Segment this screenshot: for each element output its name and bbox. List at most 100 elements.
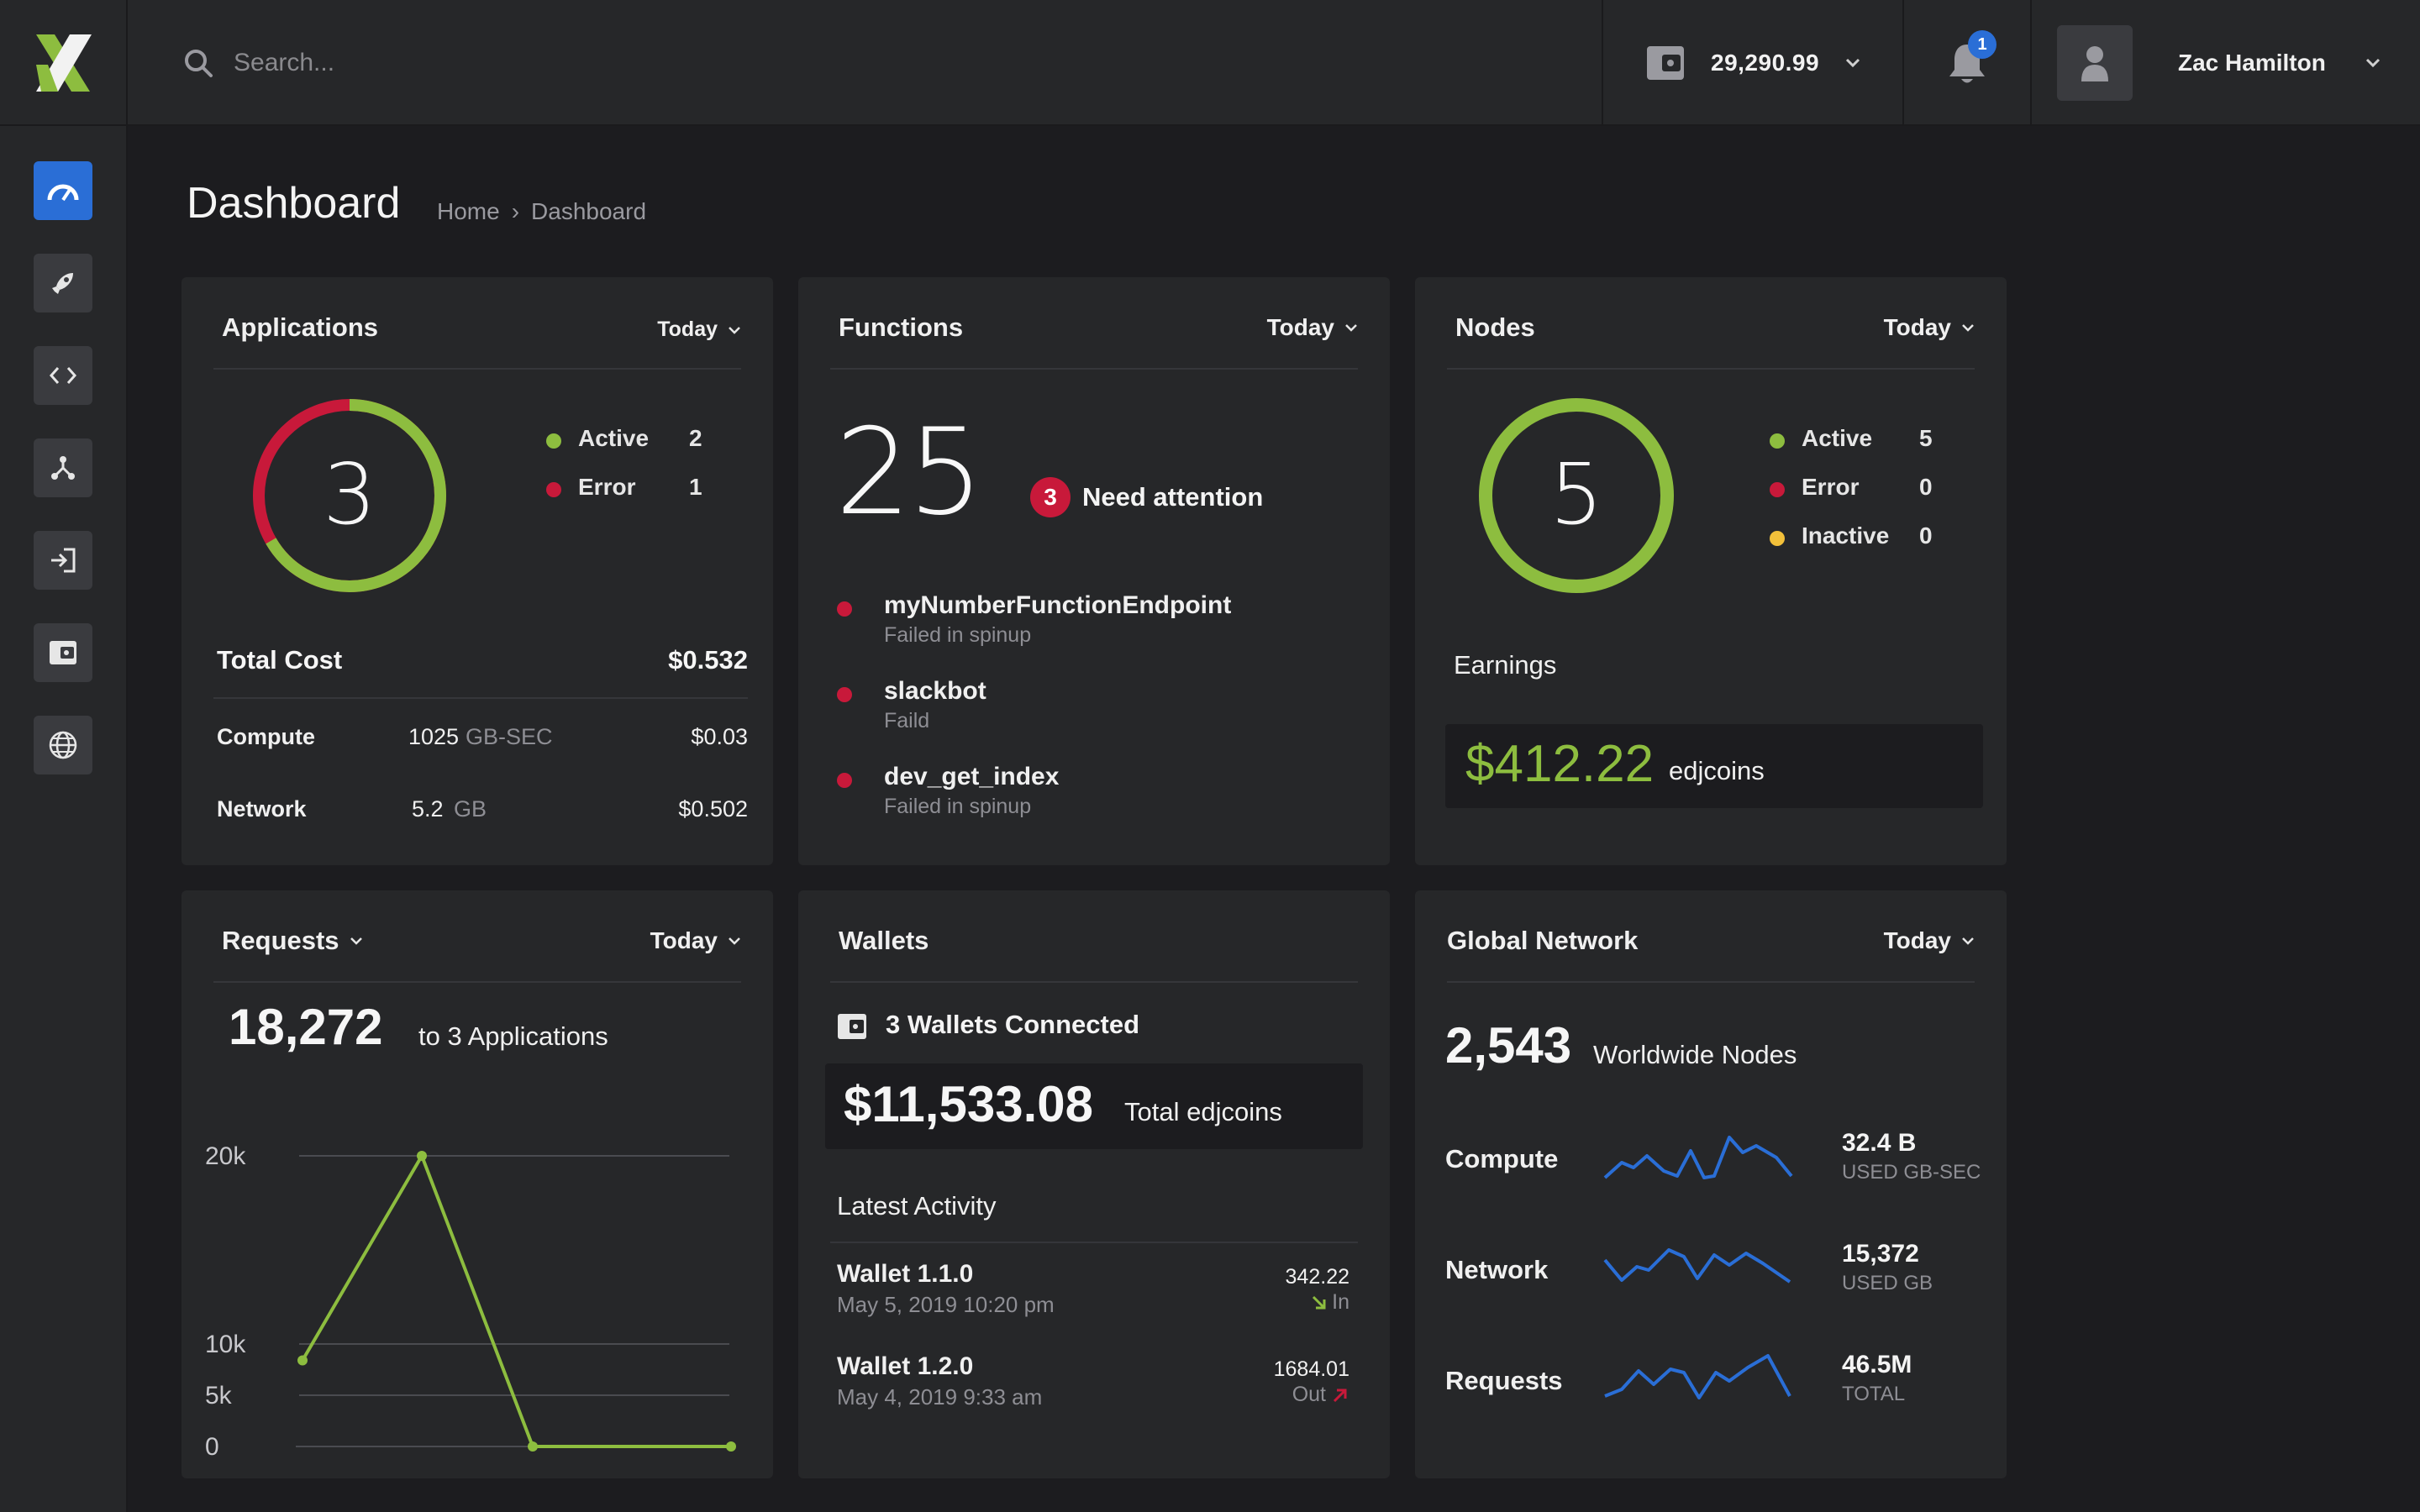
card-title: Nodes: [1455, 312, 1535, 342]
functions-filter-dropdown[interactable]: Today: [1267, 314, 1358, 341]
earnings-value: $412.22: [1465, 735, 1655, 793]
network-row-unit: USED GB-SEC: [1842, 1161, 1981, 1184]
legend-dot-error: [546, 482, 561, 497]
activity-row[interactable]: Wallet 1.1.0 May 5, 2019 10:20 pm 342.22…: [837, 1260, 1349, 1327]
network-row-unit: USED GB: [1842, 1272, 1933, 1294]
nodes-filter-dropdown[interactable]: Today: [1884, 314, 1975, 341]
applications-total: 3: [323, 445, 376, 543]
activity-direction-label: Out: [1292, 1383, 1326, 1406]
legend-error: Error 1: [546, 474, 748, 507]
cost-value: $0.502: [678, 796, 748, 822]
divider: [213, 981, 741, 983]
network-row-label: Requests: [1445, 1366, 1563, 1395]
nodes-donut-chart: [1479, 398, 1674, 593]
filter-label: Today: [650, 927, 718, 953]
card-title: Wallets: [839, 926, 929, 955]
legend-label: Error: [578, 474, 636, 500]
rocket-icon: [52, 273, 73, 294]
legend-label: Active: [1802, 425, 1873, 451]
donut-segment-active: [253, 399, 446, 592]
network-row-value: 15,372: [1842, 1240, 1919, 1268]
wallet-balance-dropdown[interactable]: 29,290.99: [1602, 0, 1904, 126]
earnings-label: Earnings: [1454, 650, 1557, 680]
function-status: Failed in spinup: [884, 623, 1032, 647]
search-icon: [185, 50, 213, 77]
divider: [213, 368, 741, 370]
legend-value: 0: [1919, 522, 1933, 549]
user-menu[interactable]: Zac Hamilton: [2032, 0, 2420, 126]
global-network-filter-dropdown[interactable]: Today: [1884, 927, 1975, 954]
applications-card: Applications Today 3 Active 2 Error 1 To…: [182, 277, 773, 865]
sidebar-item-deploy[interactable]: [34, 254, 92, 312]
legend-dot-active: [546, 433, 561, 449]
attention-badge: 3: [1030, 477, 1071, 517]
filter-label: Today: [1883, 927, 1951, 953]
breadcrumb-home[interactable]: Home: [437, 198, 500, 224]
breadcrumb-current: Dashboard: [531, 198, 647, 224]
activity-row[interactable]: Wallet 1.2.0 May 4, 2019 9:33 am 1684.01…: [837, 1352, 1349, 1420]
chevron-down-icon: [1962, 937, 1974, 945]
global-network-subtitle: Worldwide Nodes: [1593, 1040, 1797, 1069]
earnings-panel: $412.22 edjcoins: [1445, 724, 1983, 808]
applications-filter-dropdown[interactable]: Today: [657, 318, 741, 342]
function-name: slackbot: [884, 677, 986, 705]
latest-activity-label: Latest Activity: [837, 1191, 997, 1221]
divider: [830, 1242, 1358, 1243]
sidebar-item-nodes[interactable]: [34, 438, 92, 497]
search-bar: [183, 44, 822, 82]
network-row-label: Network: [1445, 1255, 1549, 1284]
card-title: Global Network: [1447, 926, 1639, 955]
wallet-icon: [838, 1014, 866, 1039]
requests-title-dropdown[interactable]: Requests: [222, 926, 363, 956]
divider: [213, 697, 748, 699]
total-cost-label: Total Cost: [217, 645, 343, 675]
requests-total: 18,272: [229, 999, 383, 1055]
wallet-icon: [50, 641, 76, 664]
sidebar-item-functions[interactable]: [34, 346, 92, 405]
chevron-down-icon: [729, 326, 740, 334]
nodes-total: 5: [1549, 445, 1603, 543]
sidebar-item-import[interactable]: [34, 531, 92, 590]
sidebar-item-dashboard[interactable]: [34, 161, 92, 220]
requests-sparkline: [1604, 1354, 1791, 1399]
legend-label: Error: [1802, 474, 1860, 500]
sidebar-item-global-network[interactable]: [34, 716, 92, 774]
user-icon: [2081, 46, 2108, 81]
notification-badge: 1: [1968, 30, 1996, 59]
sidebar: [0, 126, 128, 1512]
cost-row-compute: Compute 1025 GB-SEC $0.03: [217, 724, 748, 758]
status-dot-error: [837, 687, 852, 702]
sidebar-item-wallets[interactable]: [34, 623, 92, 682]
network-sparkline: [1603, 1248, 1791, 1284]
cost-label: Compute: [217, 724, 315, 749]
breadcrumb: Home › Dashboard: [437, 198, 646, 225]
logo-icon: [36, 34, 92, 92]
activity-direction-out: Out: [1292, 1383, 1349, 1407]
function-status: Faild: [884, 709, 930, 732]
wallets-card: Wallets 3 Wallets Connected $11,533.08 T…: [798, 890, 1390, 1478]
logo[interactable]: [0, 0, 128, 126]
code-icon: [49, 367, 77, 384]
divider: [830, 981, 1358, 983]
cost-unit: GB-SEC: [466, 724, 553, 749]
legend-value: 5: [1919, 425, 1933, 451]
chevron-down-icon: [729, 937, 740, 945]
donut-segment-active: [1479, 398, 1674, 593]
notifications-button[interactable]: 1: [1904, 0, 2032, 126]
cost-unit: GB: [454, 796, 487, 822]
search-input[interactable]: [234, 49, 822, 77]
nodes-icon: [51, 456, 75, 480]
activity-wallet-name: Wallet 1.2.0: [837, 1352, 974, 1380]
arrow-up-right-icon: [1333, 1389, 1347, 1402]
divider: [1447, 981, 1975, 983]
wallet-amount: 29,290.99: [1711, 50, 1820, 76]
chart-y-tick-label: 0: [205, 1433, 219, 1461]
activity-date: May 4, 2019 9:33 am: [837, 1384, 1043, 1410]
legend-active: Active 5: [1770, 425, 1971, 459]
chevron-down-icon: [350, 937, 362, 945]
card-title: Requests: [222, 926, 339, 955]
requests-filter-dropdown[interactable]: Today: [650, 927, 741, 954]
cost-amount: 1025: [408, 724, 460, 749]
chart-y-tick-label: 20k: [205, 1142, 246, 1170]
activity-amount: 1684.01: [1273, 1357, 1349, 1381]
